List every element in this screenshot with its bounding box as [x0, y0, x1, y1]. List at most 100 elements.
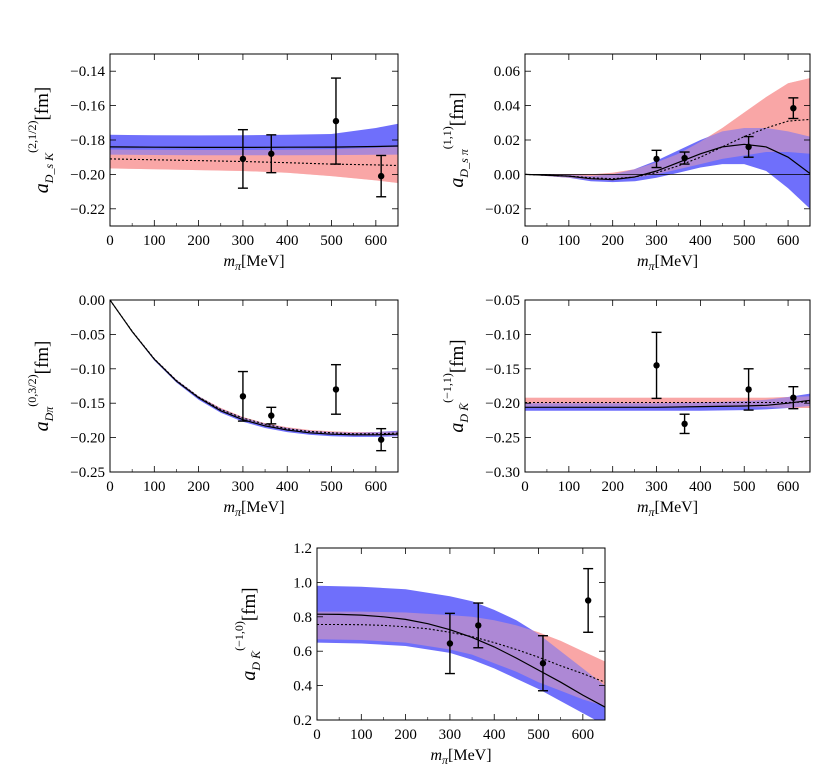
- y-tick-label: 0.2: [293, 713, 312, 729]
- y-tick-label: −0.14: [70, 64, 105, 80]
- x-label-symbol: m: [637, 499, 649, 516]
- x-tick-label: 500: [320, 233, 343, 249]
- data-point: [788, 97, 799, 120]
- y-tick-label: 0.4: [293, 679, 312, 695]
- data-marker: [377, 172, 385, 180]
- y-tick-label: −0.02: [485, 202, 520, 218]
- x-tick-label: 400: [689, 479, 712, 495]
- x-label-symbol: m: [430, 747, 442, 764]
- x-tick-label: 200: [601, 233, 624, 249]
- data-point: [788, 385, 799, 410]
- x-axis-label: mπ[MeV]: [637, 253, 698, 273]
- x-tick-label: 400: [483, 727, 506, 743]
- y-tick-label: −0.20: [70, 167, 105, 183]
- y-tick-label: −0.25: [485, 431, 520, 447]
- y-axis-label: aDπ(0,3/2)[fm]: [25, 341, 56, 432]
- data-marker: [681, 420, 688, 428]
- x-tick-label: 100: [143, 233, 166, 249]
- x-tick-label: 0: [106, 479, 114, 495]
- y-tick-label: −0.25: [70, 465, 105, 481]
- data-point: [743, 135, 754, 158]
- x-tick-label: 500: [320, 479, 343, 495]
- data-point: [237, 370, 248, 422]
- data-point: [743, 368, 754, 411]
- x-tick-label: 200: [187, 233, 210, 249]
- y-tick-label: −0.10: [70, 362, 105, 378]
- y-label-superscript: (2,1/2): [25, 121, 39, 153]
- data-marker: [475, 622, 482, 629]
- solid-curve: [110, 300, 398, 436]
- data-point: [266, 134, 277, 174]
- x-label-unit: [MeV]: [448, 747, 492, 764]
- band-overlap: [317, 611, 605, 707]
- y-label-superscript: (−1,0): [232, 621, 246, 651]
- data-marker: [268, 412, 275, 419]
- x-tick-label: 0: [521, 479, 529, 495]
- data-marker: [446, 640, 454, 647]
- plot-area: [525, 78, 810, 209]
- x-label-subscript: π: [649, 505, 656, 519]
- data-point: [444, 612, 455, 675]
- band-blue: [525, 128, 810, 209]
- data-point: [679, 151, 690, 165]
- band-overlap: [525, 78, 810, 181]
- y-label-unit: [fm]: [447, 339, 468, 373]
- y-tick-label: −0.20: [70, 431, 105, 447]
- x-label-unit: [MeV]: [655, 253, 699, 270]
- x-tick-label: 200: [601, 479, 624, 495]
- data-point: [376, 427, 387, 452]
- band-overlap: [110, 300, 398, 436]
- y-label-unit: [fm]: [32, 341, 53, 375]
- y-tick-label: −0.22: [70, 202, 105, 218]
- y-tick-label: −0.30: [485, 465, 520, 481]
- y-tick-label: 0.8: [293, 610, 312, 626]
- x-tick-label: 200: [187, 479, 210, 495]
- x-tick-label: 300: [645, 479, 668, 495]
- x-tick-label: 200: [394, 727, 417, 743]
- x-tick-label: 100: [350, 727, 373, 743]
- band-blue: [317, 585, 605, 720]
- y-label-symbol: a: [31, 183, 53, 193]
- data-marker: [790, 104, 797, 112]
- y-tick-label: −0.15: [485, 362, 520, 378]
- y-label-symbol: a: [31, 421, 53, 431]
- y-tick-label: 0.6: [293, 644, 312, 660]
- band-overlap: [525, 396, 810, 408]
- x-label-subscript: π: [235, 259, 242, 273]
- y-label-unit: [fm]: [32, 87, 53, 121]
- data-point: [473, 602, 484, 649]
- y-tick-label: −0.16: [70, 99, 105, 115]
- y-label-subscript: D K̄: [249, 650, 263, 672]
- x-tick-label: 0: [521, 233, 529, 249]
- plot-area: [110, 300, 398, 437]
- x-tick-label: 300: [232, 233, 255, 249]
- solid-curve: [525, 143, 810, 181]
- plot-frame: [109, 299, 399, 473]
- x-tick-label: 0: [313, 727, 321, 743]
- y-tick-label: −0.10: [485, 327, 520, 343]
- data-marker: [653, 155, 660, 163]
- x-tick-label: 100: [143, 479, 166, 495]
- data-point: [330, 77, 341, 165]
- x-tick-label: 300: [645, 233, 668, 249]
- data-marker: [268, 150, 275, 157]
- x-tick-label: 500: [733, 233, 756, 249]
- y-label-superscript: (−1,1): [440, 373, 454, 403]
- y-label-subscript: D_s π: [457, 148, 471, 178]
- data-marker: [239, 155, 247, 163]
- y-tick-label: −0.05: [70, 327, 105, 343]
- y-tick-label: −0.15: [70, 396, 105, 412]
- y-tick-label: −0.18: [70, 133, 105, 149]
- data-point: [583, 567, 594, 633]
- data-marker: [539, 660, 547, 667]
- data-marker: [584, 597, 592, 604]
- x-label-subscript: π: [235, 505, 242, 519]
- y-tick-label: 0.00: [79, 293, 105, 309]
- y-tick-label: −0.20: [485, 396, 520, 412]
- plot-area: [317, 585, 605, 720]
- plot-area: [525, 393, 810, 411]
- y-axis-label: aD K̄(−1,1)[fm]: [440, 339, 471, 432]
- x-tick-label: 500: [733, 479, 756, 495]
- data-point: [537, 635, 548, 692]
